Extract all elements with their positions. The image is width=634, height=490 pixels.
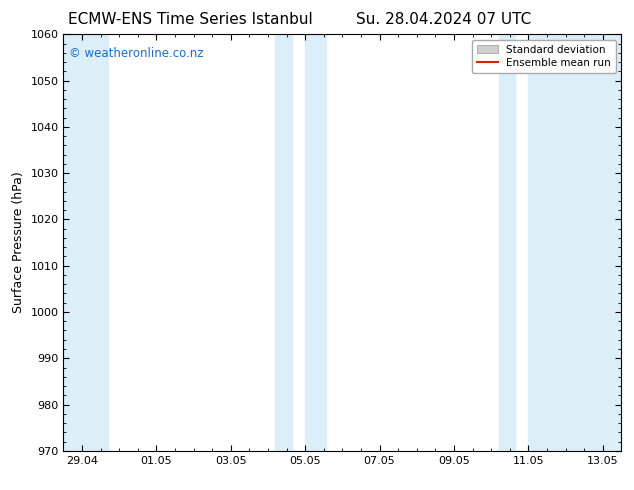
Bar — [528, 34, 634, 451]
Bar — [63, 34, 108, 451]
Text: Su. 28.04.2024 07 UTC: Su. 28.04.2024 07 UTC — [356, 12, 531, 27]
Bar — [498, 34, 515, 451]
Bar — [275, 34, 292, 451]
Text: © weatheronline.co.nz: © weatheronline.co.nz — [69, 47, 204, 60]
Y-axis label: Surface Pressure (hPa): Surface Pressure (hPa) — [12, 172, 25, 314]
Bar — [305, 34, 326, 451]
Text: ECMW-ENS Time Series Istanbul: ECMW-ENS Time Series Istanbul — [68, 12, 313, 27]
Legend: Standard deviation, Ensemble mean run: Standard deviation, Ensemble mean run — [472, 40, 616, 73]
